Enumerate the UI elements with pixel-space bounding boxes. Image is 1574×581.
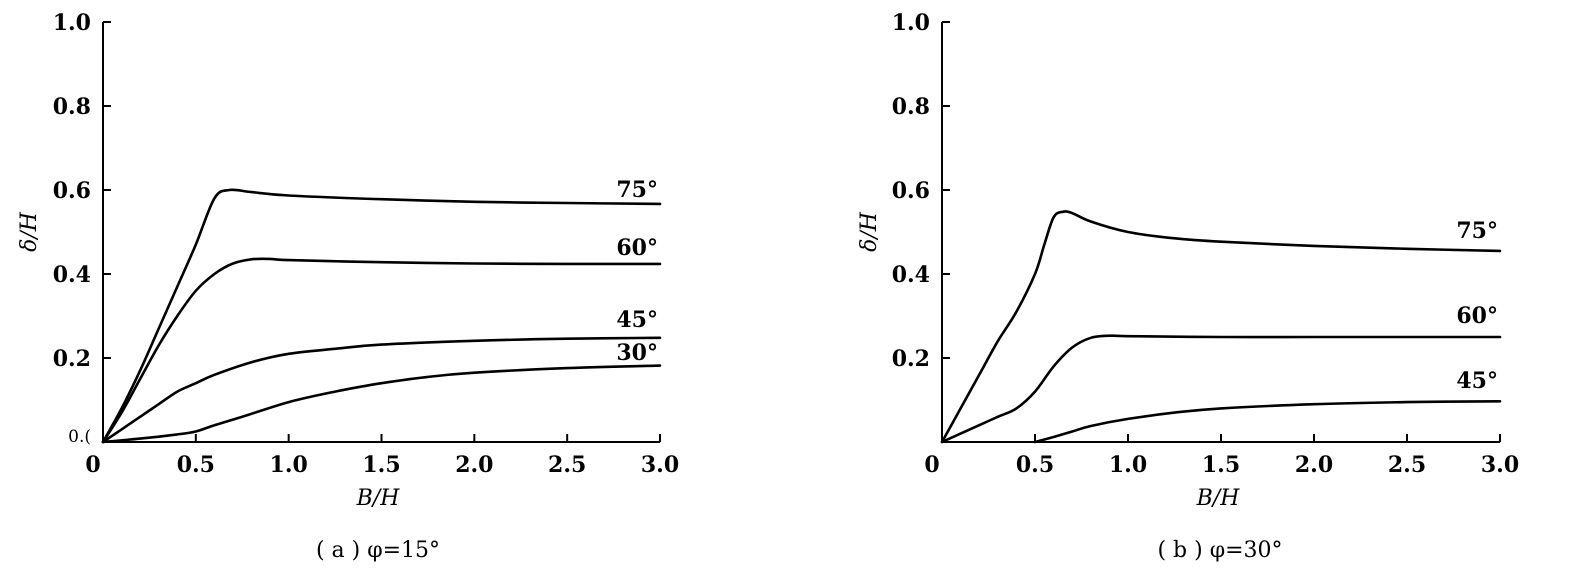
series-label: 60°	[616, 235, 658, 261]
x-tick-label: 3.0	[1481, 452, 1519, 478]
y-tick-label: 0.6	[892, 178, 930, 204]
series-line-60deg	[101, 257, 662, 444]
x-tick-label: 1.0	[1109, 452, 1147, 478]
y-axis-title: δ/H	[857, 211, 882, 252]
x-tick-label: 0	[924, 452, 939, 478]
series-label: 45°	[616, 307, 658, 333]
y-tick-label: 0.4	[892, 262, 930, 288]
x-tick-label: 0	[85, 452, 100, 478]
panel-a: 0 0.5 1.0 1.5 2.0 2.5 3.0 0.( 0.2 0.4 0.6 0.8 1.0 B/H…	[17, 10, 679, 563]
x-tick-label: 1.5	[362, 452, 400, 478]
panel-caption: ( b ) φ=30°	[1157, 538, 1282, 563]
x-tick-label: 3.0	[641, 452, 679, 478]
x-tick-label: 0.5	[1016, 452, 1054, 478]
panel-caption: ( a ) φ=15°	[316, 538, 440, 563]
series-line-60deg	[940, 334, 1502, 444]
y-tick-label: 0.(	[68, 427, 91, 447]
y-tick-label: 0.4	[53, 262, 91, 288]
y-tick-label: 0.2	[892, 346, 930, 372]
x-axis-title: B/H	[1196, 486, 1241, 511]
y-tick-label: 0.2	[53, 346, 91, 372]
x-tick-label: 2.5	[548, 452, 586, 478]
y-tick-label: 0.8	[53, 94, 91, 120]
series-label: 30°	[616, 340, 658, 366]
series-label: 75°	[616, 177, 658, 203]
series-label: 45°	[1456, 368, 1498, 394]
series-line-45deg	[1033, 400, 1502, 444]
x-tick-label: 1.5	[1202, 452, 1240, 478]
x-axis-title: B/H	[356, 486, 401, 511]
y-tick-label: 0.8	[892, 94, 930, 120]
panel-b: 0 0.5 1.0 1.5 2.0 2.5 3.0 0.2 0.4 0.6 0.8 1.0 B/H δ/H…	[857, 10, 1519, 563]
x-tick-label: 1.0	[270, 452, 308, 478]
y-tick-label: 0.6	[53, 178, 91, 204]
series-line-45deg	[101, 336, 662, 444]
y-tick-label: 1.0	[53, 10, 91, 36]
series-label: 75°	[1456, 218, 1498, 244]
series-line-30deg	[101, 364, 662, 444]
x-tick-label: 2.5	[1388, 452, 1426, 478]
x-tick-label: 0.5	[177, 452, 215, 478]
series-line-75deg	[101, 188, 662, 444]
x-tick-label: 2.0	[1295, 452, 1333, 478]
series-line-75deg	[940, 210, 1502, 444]
series-label: 60°	[1456, 303, 1498, 329]
y-tick-label: 1.0	[892, 10, 930, 36]
x-tick-label: 2.0	[455, 452, 493, 478]
y-axis-title: δ/H	[17, 211, 42, 252]
